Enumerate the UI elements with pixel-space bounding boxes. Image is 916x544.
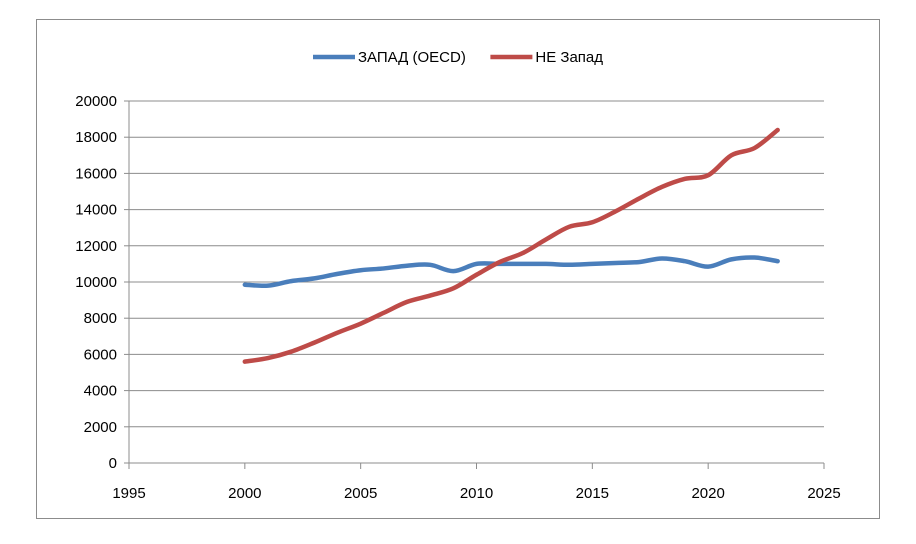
- y-tick-label: 0: [109, 455, 117, 472]
- y-tick-label: 18000: [75, 129, 117, 146]
- x-tick-label: 2020: [691, 485, 724, 502]
- y-tick-label: 16000: [75, 165, 117, 182]
- chart-frame: 0 2000 4000 6000 8000 10000 12000 14000 16000 180…: [36, 19, 880, 519]
- x-tick-label: 1995: [112, 485, 145, 502]
- y-tick-label: 2000: [84, 419, 117, 436]
- x-tick-label: 2010: [460, 485, 493, 502]
- x-tick-label: 2015: [576, 485, 609, 502]
- y-tick-label: 14000: [75, 202, 117, 219]
- x-tick-label: 2000: [228, 485, 261, 502]
- series-line-1: [242, 255, 780, 289]
- x-tick-label: 2005: [344, 485, 377, 502]
- x-tick-label: 2025: [807, 485, 840, 502]
- legend-label-1: ЗАПАД (OECD): [358, 49, 466, 66]
- y-tick-label: 10000: [75, 274, 117, 291]
- y-tick-label: 8000: [84, 310, 117, 327]
- y-tick-label: 4000: [84, 383, 117, 400]
- line-chart: 0 2000 4000 6000 8000 10000 12000 14000 16000 180…: [75, 49, 840, 502]
- series-line-2: [242, 127, 780, 364]
- legend-label-2: НЕ Запад: [535, 49, 603, 66]
- y-tick-label: 6000: [84, 346, 117, 363]
- y-tick-label: 20000: [75, 93, 117, 110]
- y-tick-label: 12000: [75, 238, 117, 255]
